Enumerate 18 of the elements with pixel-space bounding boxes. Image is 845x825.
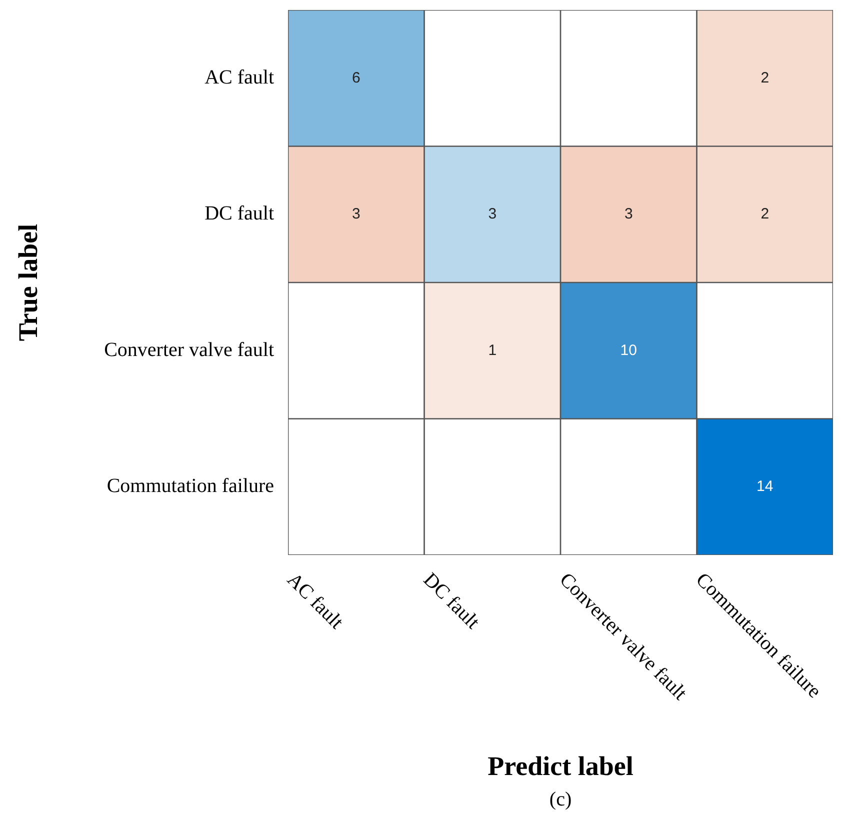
data-label: 2 <box>760 206 770 223</box>
x-tick-label: DC fault <box>419 568 484 634</box>
y-tick-label: Converter valve fault <box>104 338 274 361</box>
y-tick-label: AC fault <box>204 66 274 88</box>
data-label: 1 <box>488 342 497 359</box>
x-tick-label: AC fault <box>282 568 348 634</box>
data-label: 14 <box>756 478 774 496</box>
text: (c) <box>549 788 572 810</box>
y-axis-title: True label <box>12 223 43 342</box>
data-label: 3 <box>488 206 497 223</box>
data-label: 3 <box>352 206 360 223</box>
data-label: 6 <box>352 69 360 86</box>
y-tick-label: Commutation failure <box>106 475 274 498</box>
data-label: 10 <box>620 342 637 359</box>
x-axis-title: Predict label <box>488 750 634 781</box>
data-label: 2 <box>760 69 770 86</box>
data-label: 3 <box>624 206 633 223</box>
y-tick-label: DC fault <box>204 202 274 225</box>
